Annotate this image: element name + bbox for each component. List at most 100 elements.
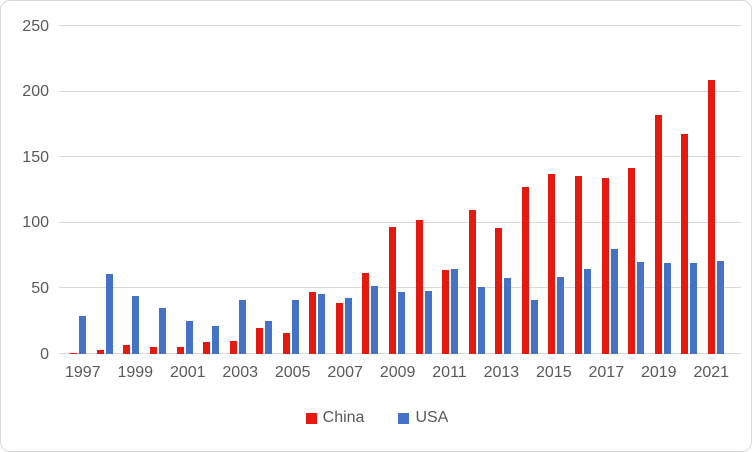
bar-usa-2000 xyxy=(158,308,166,354)
china-legend-label: China xyxy=(322,409,365,426)
y-tick-label-200: 200 xyxy=(22,83,49,101)
x-tick-label-2010 xyxy=(415,363,432,383)
x-tick-label-2014 xyxy=(519,363,536,383)
x-tick-label-2001: 2001 xyxy=(169,364,206,381)
bar-china-2005 xyxy=(282,333,290,354)
gridline-150 xyxy=(59,156,741,158)
bar-group-1997 xyxy=(65,26,92,354)
china-legend-swatch-icon xyxy=(305,412,317,424)
bar-group-1998 xyxy=(92,26,119,354)
bar-group-2012 xyxy=(463,26,490,354)
bar-group-2021 xyxy=(703,26,730,354)
x-tick-label-2000 xyxy=(153,363,170,383)
usa-legend-swatch-icon xyxy=(398,412,410,424)
bar-china-2014 xyxy=(521,187,529,354)
bar-usa-2015 xyxy=(557,277,565,354)
y-tick-label-0: 0 xyxy=(40,345,49,363)
x-tick-label-2015: 2015 xyxy=(536,364,572,381)
x-tick-label-2008 xyxy=(363,363,380,383)
bar-china-2011 xyxy=(442,270,450,354)
x-tick-label-2012 xyxy=(467,363,484,383)
bar-china-1997 xyxy=(70,353,78,354)
bar-usa-2021 xyxy=(716,261,724,354)
bar-group-2014 xyxy=(517,26,544,354)
bar-china-2017 xyxy=(601,178,609,354)
bar-china-2016 xyxy=(574,176,582,354)
x-tick-label-2009: 2009 xyxy=(379,364,416,381)
gridline-200 xyxy=(59,90,741,92)
bar-usa-2013 xyxy=(504,278,512,354)
bar-group-1999 xyxy=(118,26,145,354)
bar-usa-2016 xyxy=(583,269,591,354)
bar-group-2015 xyxy=(543,26,570,354)
x-tick-label-2020 xyxy=(677,363,694,383)
bar-usa-2014 xyxy=(530,300,538,354)
x-tick-label-2007: 2007 xyxy=(327,364,363,381)
bar-group-2010 xyxy=(410,26,437,354)
x-tick-label-2013: 2013 xyxy=(483,364,520,381)
bar-usa-2001 xyxy=(185,321,193,354)
x-tick-label-2006 xyxy=(310,363,327,383)
bar-group-2011 xyxy=(437,26,464,354)
x-tick-label-2019: 2019 xyxy=(640,364,677,381)
bar-usa-2004 xyxy=(265,321,273,354)
bar-group-2000 xyxy=(145,26,172,354)
bar-usa-2010 xyxy=(424,291,432,354)
x-tick-label-2005: 2005 xyxy=(274,364,311,381)
bar-usa-2006 xyxy=(318,294,326,354)
y-axis: 0 50 100 150 200 250 xyxy=(9,18,49,363)
bar-group-2009 xyxy=(384,26,411,354)
bar-china-2021 xyxy=(707,80,715,354)
bar-group-2001 xyxy=(171,26,198,354)
legend: China USA xyxy=(1,409,751,427)
bar-group-2003 xyxy=(224,26,251,354)
bar-group-2013 xyxy=(490,26,517,354)
bar-china-2015 xyxy=(548,174,556,354)
gridline-100 xyxy=(59,221,741,223)
bar-group-2018 xyxy=(623,26,650,354)
x-tick-label-2017: 2017 xyxy=(588,364,625,381)
bar-china-2008 xyxy=(362,273,370,354)
bar-usa-2005 xyxy=(291,300,299,354)
bar-china-2010 xyxy=(415,220,423,354)
bar-china-2007 xyxy=(335,303,343,354)
bar-china-2019 xyxy=(654,115,662,354)
bar-usa-2019 xyxy=(663,263,671,354)
y-tick-label-50: 50 xyxy=(31,279,49,297)
bar-china-2009 xyxy=(389,227,397,354)
x-tick-label-2021: 2021 xyxy=(693,364,730,381)
x-tick-label-1999: 1999 xyxy=(117,364,154,381)
bar-china-2004 xyxy=(256,328,264,354)
x-tick-label-2018 xyxy=(624,363,641,383)
bar-china-2006 xyxy=(309,292,317,354)
usa-legend-label: USA xyxy=(415,409,449,426)
bar-usa-2002 xyxy=(212,326,220,354)
bar-china-2018 xyxy=(628,168,636,354)
gridline-250 xyxy=(59,25,741,26)
x-axis: 1997 1999 2001 2003 2005 2007 2009 2011 2013 2015… xyxy=(59,363,741,383)
bar-group-2007 xyxy=(331,26,358,354)
bar-china-2001 xyxy=(176,347,184,354)
legend-item-china: China xyxy=(305,409,365,427)
x-tick-label-2003: 2003 xyxy=(222,364,258,381)
bar-usa-2009 xyxy=(398,292,406,354)
bar-china-2000 xyxy=(149,347,157,354)
bar-usa-2011 xyxy=(451,269,459,354)
bar-usa-2007 xyxy=(344,298,352,354)
bar-group-2008 xyxy=(357,26,384,354)
gridline-50 xyxy=(59,287,741,289)
plot-area xyxy=(59,25,741,354)
bar-china-1998 xyxy=(96,350,104,354)
bar-china-2003 xyxy=(229,341,237,354)
bar-usa-2017 xyxy=(610,249,618,354)
x-tick-label-1997: 1997 xyxy=(65,364,101,381)
bar-china-1999 xyxy=(123,345,131,354)
legend-item-usa: USA xyxy=(398,409,448,427)
bar-usa-1998 xyxy=(105,274,113,354)
bar-usa-1999 xyxy=(132,296,140,354)
bar-group-2017 xyxy=(596,26,623,354)
bar-group-2002 xyxy=(198,26,225,354)
bar-china-2002 xyxy=(203,342,211,354)
x-tick-label-2016 xyxy=(572,363,589,383)
x-tick-label-1998 xyxy=(101,363,118,383)
